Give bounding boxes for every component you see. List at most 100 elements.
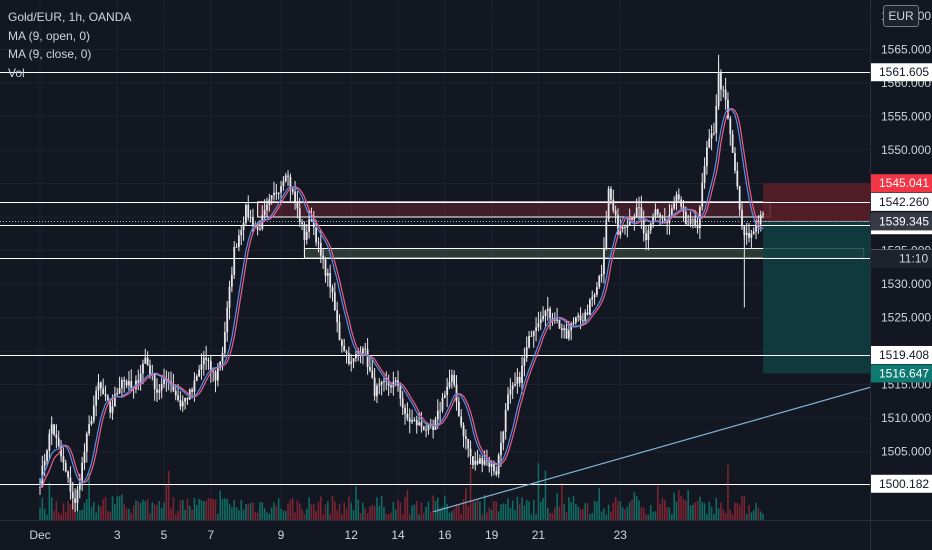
candle-body: [617, 215, 619, 235]
candle-body: [191, 389, 193, 392]
volume-bar: [453, 508, 455, 520]
volume-bar: [437, 497, 439, 520]
candle-body: [560, 328, 563, 331]
volume-bar: [43, 508, 46, 520]
volume-bar: [357, 499, 360, 520]
volume-bar: [689, 505, 692, 520]
volume-bar: [186, 498, 189, 520]
volume-bar: [561, 483, 563, 520]
candle-body: [493, 463, 495, 472]
volume-bar: [338, 503, 341, 520]
volume-bar: [376, 497, 378, 520]
time-tick-label: 3: [114, 528, 121, 542]
level-price-badge-text: 1500.182: [879, 477, 929, 491]
volume-bar: [95, 512, 97, 520]
candle-body: [640, 207, 643, 219]
last-price-badge-text: 1539.345: [879, 214, 929, 228]
volume-bar: [210, 498, 212, 520]
candle-body: [310, 219, 313, 222]
volume-bar: [476, 498, 479, 520]
currency-button[interactable]: EUR: [883, 5, 919, 27]
volume-bar: [429, 511, 432, 520]
candle-body: [406, 413, 409, 419]
candle-body: [270, 195, 273, 200]
candle-body: [163, 378, 165, 385]
legend-ma-open[interactable]: MA (9, open, 0): [8, 28, 91, 43]
candle-body: [659, 214, 661, 217]
candle-body: [81, 462, 84, 484]
volume-bar: [394, 509, 397, 520]
volume-bar: [149, 513, 151, 520]
candle-body: [312, 221, 315, 228]
volume-bar: [275, 505, 278, 520]
volume-bar: [320, 496, 322, 520]
candle-body: [165, 378, 168, 381]
candle-body: [92, 405, 95, 421]
volume-bar: [217, 513, 219, 520]
volume-bar: [310, 504, 313, 520]
candle-body: [514, 383, 516, 386]
legend-ma-close[interactable]: MA (9, close, 0): [8, 47, 92, 61]
candle-body: [457, 401, 460, 417]
candle-body: [656, 209, 659, 215]
candle-body: [521, 365, 523, 383]
candle-body: [214, 371, 217, 381]
volume-bar: [481, 514, 484, 520]
candle-body: [83, 451, 86, 463]
volume-bar: [724, 513, 727, 520]
candle-body: [146, 357, 149, 366]
volume-bar: [631, 498, 633, 520]
candle-body: [467, 439, 470, 449]
candle-body: [715, 105, 718, 134]
candle-body: [542, 316, 544, 320]
volume-bar: [273, 502, 275, 520]
volume-bar: [163, 502, 165, 520]
volume-bar: [308, 497, 310, 520]
candle-body: [60, 446, 62, 457]
volume-bar: [605, 514, 608, 520]
candle-body: [748, 232, 750, 238]
volume-bar: [525, 499, 528, 520]
volume-bar: [48, 482, 51, 520]
volume-bar: [359, 513, 362, 520]
level-price-badge: 1500.182: [871, 474, 932, 493]
volume-bar: [455, 504, 458, 520]
volume-bar: [167, 470, 170, 520]
candle-body: [598, 276, 601, 288]
candle-body: [572, 322, 575, 324]
candle-body: [736, 170, 739, 187]
candle-body: [289, 176, 292, 190]
resistance-zone: [257, 201, 771, 218]
volume-bar: [516, 496, 519, 520]
volume-bar: [600, 511, 603, 520]
volume-bar: [507, 498, 509, 520]
volume-bar: [341, 514, 343, 520]
volume-bar: [441, 506, 444, 520]
volume-bar: [373, 506, 376, 520]
last-price-badge: 1539.345: [871, 212, 932, 231]
volume-bar: [500, 504, 502, 520]
candle-body: [612, 199, 615, 211]
countdown-background: [871, 249, 932, 268]
legend-volume[interactable]: Vol: [8, 65, 25, 80]
time-tick-label: 21: [532, 528, 546, 542]
candle-body: [142, 363, 144, 374]
candle-body: [109, 401, 112, 413]
legend-symbol[interactable]: Gold/EUR, 1h, OANDA: [8, 10, 132, 24]
candle-body: [722, 89, 725, 91]
volume-bar: [579, 509, 582, 520]
volume-bar: [495, 501, 498, 520]
candle-body: [268, 199, 271, 205]
volume-bar: [380, 495, 383, 520]
volume-bar: [102, 499, 104, 520]
stop-price-badge: 1545.041: [871, 174, 932, 193]
candle-body: [729, 118, 732, 135]
level-price-badge-background: [871, 63, 932, 82]
candle-body: [525, 347, 528, 358]
volume-bar: [39, 508, 41, 520]
volume-bar: [717, 508, 720, 520]
volume-bar: [530, 514, 533, 520]
volume-bar: [404, 497, 406, 520]
